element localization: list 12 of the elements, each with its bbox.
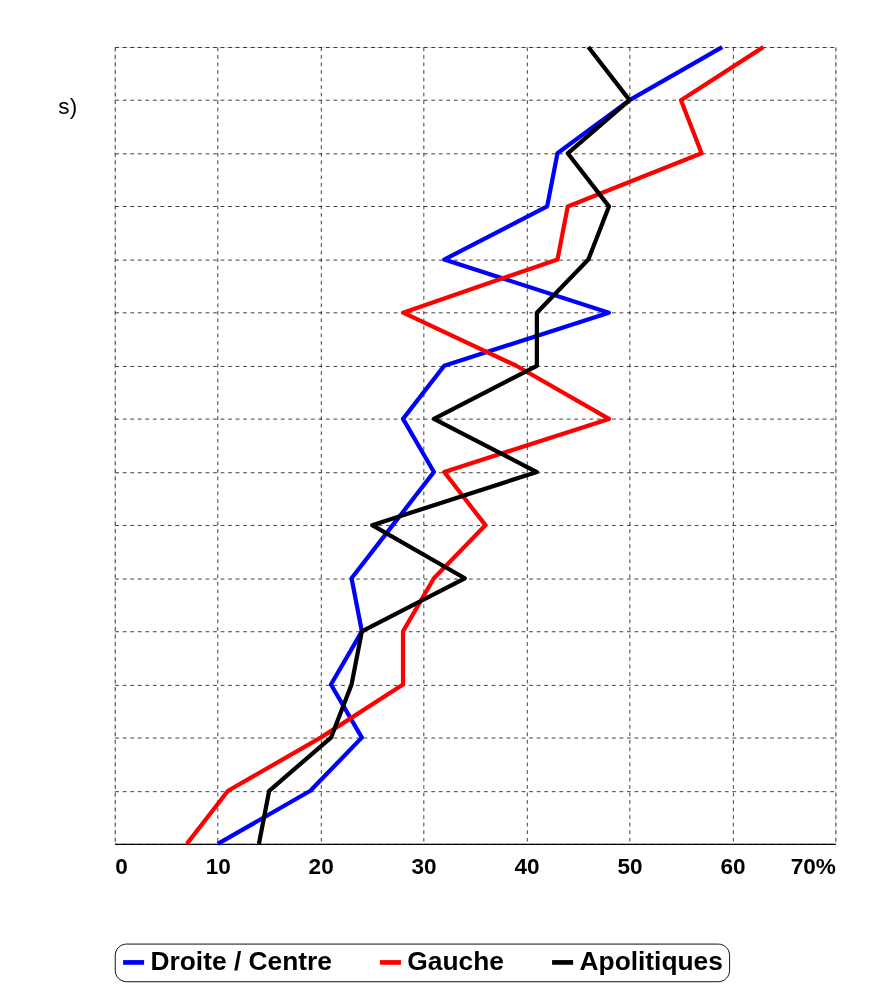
- x-tick-label: 10: [205, 853, 231, 879]
- x-tick-label: 30: [411, 853, 437, 879]
- x-tick-label: 60: [720, 853, 746, 879]
- x-tick-label: 50: [617, 853, 643, 879]
- legend-label: Apolitiques: [579, 945, 723, 976]
- text: s): [58, 93, 78, 119]
- x-tick-label: 70%: [790, 853, 836, 879]
- x-tick-label: 0: [115, 853, 128, 879]
- legend-label: Gauche: [407, 945, 504, 976]
- x-tick-label: 20: [308, 853, 334, 879]
- legend-label: Droite / Centre: [150, 945, 332, 976]
- x-tick-label: 40: [514, 853, 540, 879]
